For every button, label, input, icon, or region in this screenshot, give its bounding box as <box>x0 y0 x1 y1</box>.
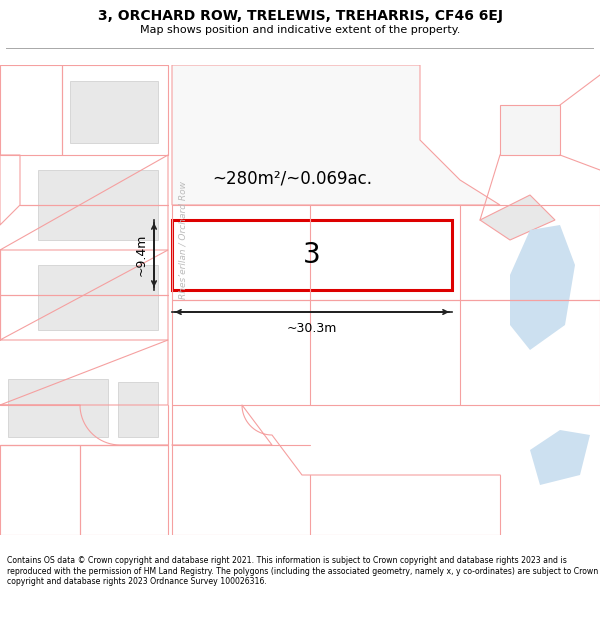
Text: Rhes’erllan / Orchard Row: Rhes’erllan / Orchard Row <box>178 181 187 299</box>
Bar <box>38 170 158 240</box>
Bar <box>118 382 158 437</box>
Text: 3: 3 <box>303 241 321 269</box>
Bar <box>8 379 108 437</box>
Text: Map shows position and indicative extent of the property.: Map shows position and indicative extent… <box>140 25 460 35</box>
Text: ~280m²/~0.069ac.: ~280m²/~0.069ac. <box>212 169 372 187</box>
Text: ~9.4m: ~9.4m <box>135 234 148 276</box>
Polygon shape <box>480 195 555 240</box>
Polygon shape <box>510 225 575 350</box>
Text: Contains OS data © Crown copyright and database right 2021. This information is : Contains OS data © Crown copyright and d… <box>7 556 598 586</box>
Bar <box>38 265 158 330</box>
Text: 3, ORCHARD ROW, TRELEWIS, TREHARRIS, CF46 6EJ: 3, ORCHARD ROW, TRELEWIS, TREHARRIS, CF4… <box>97 9 503 23</box>
Bar <box>70 81 158 143</box>
Bar <box>172 220 452 290</box>
Polygon shape <box>500 105 560 155</box>
Polygon shape <box>172 65 500 205</box>
Text: ~30.3m: ~30.3m <box>287 322 337 335</box>
Polygon shape <box>530 430 590 485</box>
